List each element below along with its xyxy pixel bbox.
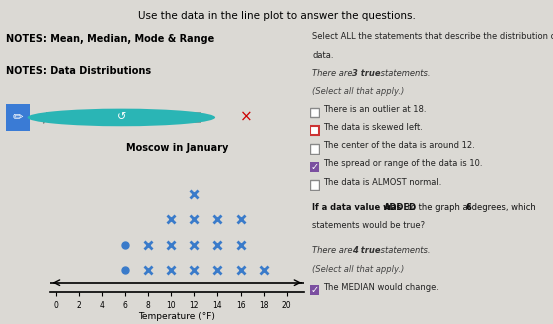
FancyBboxPatch shape: [310, 162, 319, 172]
Text: The center of the data is around 12.: The center of the data is around 12.: [324, 141, 475, 150]
Text: ADDED: ADDED: [384, 203, 418, 212]
Text: The spread or range of the data is 10.: The spread or range of the data is 10.: [324, 159, 483, 168]
Text: data.: data.: [312, 51, 334, 60]
Text: NOTES: Mean, Median, Mode & Range: NOTES: Mean, Median, Mode & Range: [6, 34, 214, 44]
Text: Tr: Tr: [62, 112, 75, 122]
Text: ⌢: ⌢: [194, 111, 201, 124]
FancyBboxPatch shape: [310, 108, 319, 117]
Text: statements would be true?: statements would be true?: [312, 221, 426, 230]
Text: ⌢: ⌢: [173, 111, 181, 124]
Text: ✓: ✓: [311, 285, 319, 295]
Text: There are: There are: [312, 69, 356, 78]
Text: ✏: ✏: [13, 111, 23, 124]
Text: (Select all that apply.): (Select all that apply.): [312, 265, 405, 274]
Title: Moscow in January: Moscow in January: [126, 143, 228, 153]
Text: There are: There are: [312, 247, 356, 256]
Text: 3 true: 3 true: [352, 69, 381, 78]
FancyBboxPatch shape: [310, 126, 319, 135]
FancyBboxPatch shape: [6, 104, 30, 131]
Text: 🖐: 🖐: [92, 112, 98, 122]
Text: degrees, which: degrees, which: [469, 203, 536, 212]
Text: statements.: statements.: [378, 69, 430, 78]
FancyBboxPatch shape: [310, 144, 319, 154]
Text: The data is skewed left.: The data is skewed left.: [324, 123, 424, 132]
X-axis label: Temperature (°F): Temperature (°F): [138, 312, 216, 321]
FancyBboxPatch shape: [310, 180, 319, 190]
Text: If a data value was: If a data value was: [312, 203, 405, 212]
Text: The MEDIAN would change.: The MEDIAN would change.: [324, 283, 440, 292]
Text: Use the data in the line plot to answer the questions.: Use the data in the line plot to answer …: [138, 11, 415, 21]
Text: 6: 6: [465, 203, 471, 212]
Circle shape: [28, 109, 215, 126]
Text: Select ALL the statements that describe the distribution of the: Select ALL the statements that describe …: [312, 32, 553, 41]
Text: 4 true: 4 true: [352, 247, 381, 256]
FancyBboxPatch shape: [310, 285, 319, 295]
Text: ▾: ▾: [138, 113, 143, 122]
Text: The data is ALMOST normal.: The data is ALMOST normal.: [324, 178, 442, 187]
Text: to the graph at: to the graph at: [405, 203, 474, 212]
Text: NOTES: Data Distributions: NOTES: Data Distributions: [6, 66, 150, 76]
Text: /: /: [43, 110, 48, 124]
Text: statements.: statements.: [378, 247, 430, 256]
Text: ×: ×: [239, 110, 252, 125]
Text: ↺: ↺: [117, 112, 126, 122]
Text: ✓: ✓: [311, 162, 319, 172]
Text: There is an outlier at 18.: There is an outlier at 18.: [324, 105, 427, 114]
Text: (Select all that apply.): (Select all that apply.): [312, 87, 405, 96]
